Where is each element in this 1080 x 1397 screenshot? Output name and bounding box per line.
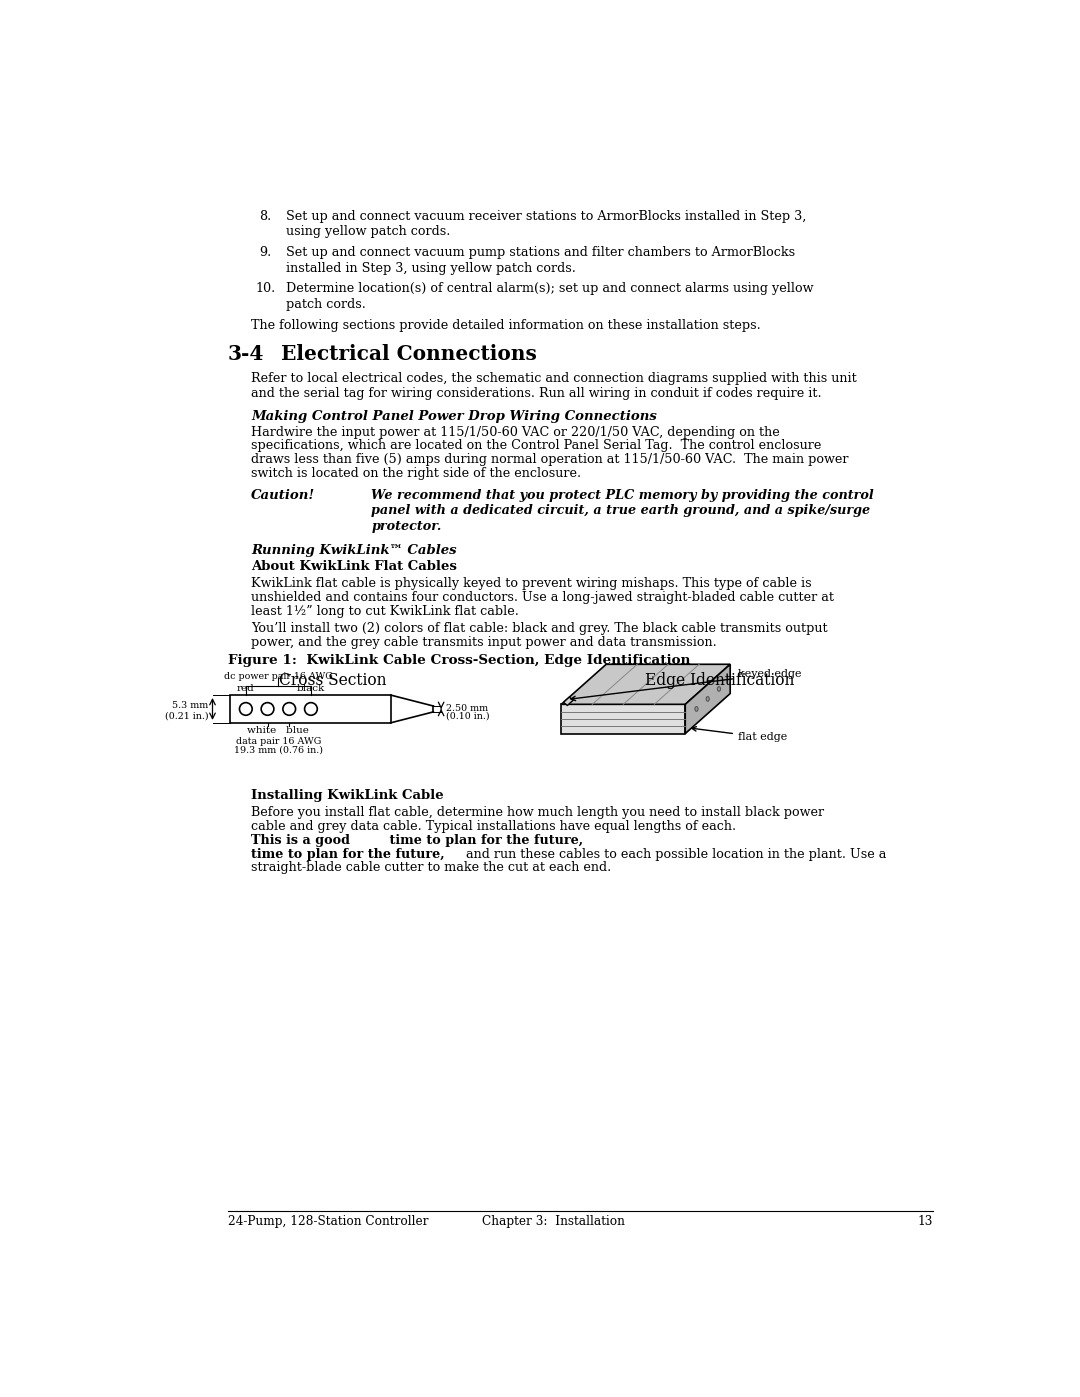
Text: KwikLink flat cable is physically keyed to prevent wiring mishaps. This type of : KwikLink flat cable is physically keyed … [252,577,812,591]
Text: 9.: 9. [259,246,271,260]
Polygon shape [685,665,730,733]
Text: (0.21 in.): (0.21 in.) [165,711,208,721]
Text: dc power pair 16 AWG: dc power pair 16 AWG [224,672,333,680]
Text: and the serial tag for wiring considerations. Run all wiring in conduit if codes: and the serial tag for wiring considerat… [252,387,822,400]
Text: straight-blade cable cutter to make the cut at each end.: straight-blade cable cutter to make the … [252,862,611,875]
Text: Chapter 3:  Installation: Chapter 3: Installation [482,1215,625,1228]
Text: 19.3 mm (0.76 in.): 19.3 mm (0.76 in.) [234,746,323,754]
Text: flat edge: flat edge [692,726,787,742]
Text: You’ll install two (2) colors of flat cable: black and grey. The black cable tra: You’ll install two (2) colors of flat ca… [252,622,828,636]
Text: patch cords.: patch cords. [286,298,366,310]
Text: data pair 16 AWG: data pair 16 AWG [235,736,321,746]
Text: using yellow patch cords.: using yellow patch cords. [286,225,450,239]
Text: red: red [237,685,255,693]
Text: Set up and connect vacuum pump stations and filter chambers to ArmorBlocks: Set up and connect vacuum pump stations … [286,246,795,260]
Text: 13: 13 [918,1215,933,1228]
Circle shape [240,703,252,715]
Circle shape [283,703,296,715]
Text: Cross Section: Cross Section [279,672,387,689]
Text: power, and the grey cable transmits input power and data transmission.: power, and the grey cable transmits inpu… [252,636,717,648]
Bar [230,696,391,722]
Polygon shape [564,697,573,705]
Text: time to plan for the future,: time to plan for the future, [252,848,445,861]
Text: Edge Identification: Edge Identification [646,672,795,689]
Text: least 1½” long to cut KwikLink flat cable.: least 1½” long to cut KwikLink flat cabl… [252,605,519,617]
Text: panel with a dedicated circuit, a true earth ground, and a spike/surge: panel with a dedicated circuit, a true e… [372,504,870,517]
Text: Set up and connect vacuum receiver stations to ArmorBlocks installed in Step 3,: Set up and connect vacuum receiver stati… [286,210,807,224]
Text: cable and grey data cable. Typical installations have equal lengths of each.: cable and grey data cable. Typical insta… [252,820,741,833]
Text: (0.10 in.): (0.10 in.) [446,712,489,721]
Text: 3-4: 3-4 [228,344,265,365]
Text: We recommend that you protect PLC memory by providing the control: We recommend that you protect PLC memory… [372,489,874,502]
Text: Electrical Connections: Electrical Connections [281,344,537,365]
Text: Figure 1:  KwikLink Cable Cross-Section, Edge Identification: Figure 1: KwikLink Cable Cross-Section, … [228,654,690,668]
Text: specifications, which are located on the Control Panel Serial Tag.  The control : specifications, which are located on the… [252,440,822,453]
Text: protector.: protector. [372,520,442,532]
Text: Determine location(s) of central alarm(s); set up and connect alarms using yello: Determine location(s) of central alarm(s… [286,282,813,295]
Text: switch is located on the right side of the enclosure.: switch is located on the right side of t… [252,467,581,481]
Text: 5.3 mm: 5.3 mm [173,701,208,710]
Ellipse shape [706,697,710,701]
Polygon shape [562,704,685,733]
Text: draws less than five (5) amps during normal operation at 115/1/50-60 VAC.  The m: draws less than five (5) amps during nor… [252,453,849,467]
Text: Running KwikLink™ Cables: Running KwikLink™ Cables [252,545,457,557]
Text: Installing KwikLink Cable: Installing KwikLink Cable [252,789,444,802]
Circle shape [305,703,318,715]
Text: unshielded and contains four conductors. Use a long-jawed straight-bladed cable : unshielded and contains four conductors.… [252,591,834,604]
Text: keyed edge: keyed edge [571,669,801,701]
Ellipse shape [717,686,720,692]
Text: 10.: 10. [255,282,275,295]
Text: Caution!: Caution! [252,489,315,502]
Text: Before you install flat cable, determine how much length you need to install bla: Before you install flat cable, determine… [252,806,824,819]
Text: black: black [297,685,325,693]
Text: and run these cables to each possible location in the plant. Use a: and run these cables to each possible lo… [462,848,887,861]
Text: About KwikLink Flat Cables: About KwikLink Flat Cables [252,560,457,573]
Polygon shape [562,665,730,704]
Text: time to plan for the future,: time to plan for the future, [386,834,583,847]
Text: installed in Step 3, using yellow patch cords.: installed in Step 3, using yellow patch … [286,261,576,275]
Text: Making Control Panel Power Drop Wiring Connections: Making Control Panel Power Drop Wiring C… [252,411,657,423]
Text: white   blue: white blue [247,726,309,735]
Text: Hardwire the input power at 115/1/50-60 VAC or 220/1/50 VAC, depending on the: Hardwire the input power at 115/1/50-60 … [252,426,780,439]
Circle shape [261,703,274,715]
Text: 2.50 mm: 2.50 mm [446,704,488,712]
Text: The following sections provide detailed information on these installation steps.: The following sections provide detailed … [252,319,761,331]
Text: 24-Pump, 128-Station Controller: 24-Pump, 128-Station Controller [228,1215,429,1228]
Text: This is a good: This is a good [252,834,350,847]
Text: 8.: 8. [259,210,271,224]
Ellipse shape [694,707,698,711]
Text: Refer to local electrical codes, the schematic and connection diagrams supplied : Refer to local electrical codes, the sch… [252,372,858,384]
